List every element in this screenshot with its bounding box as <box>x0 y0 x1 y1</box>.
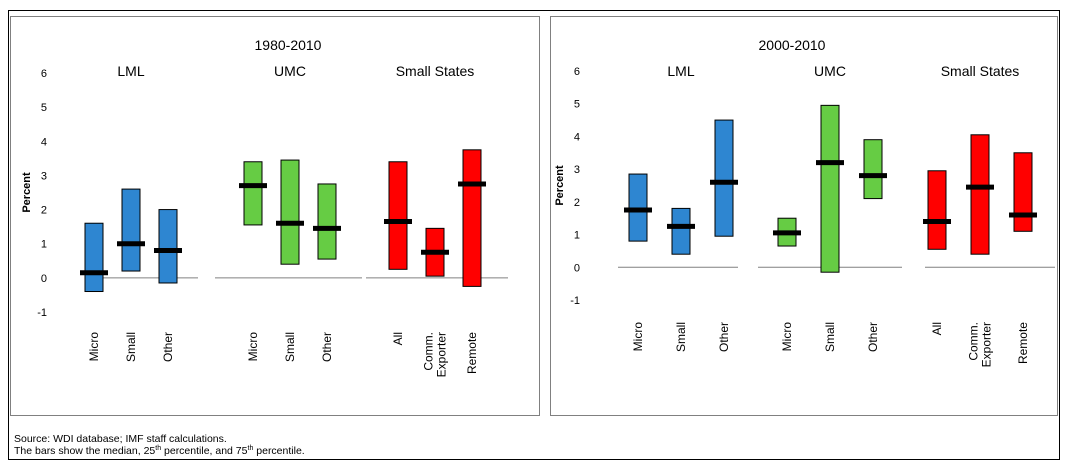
y-tick-label: 2 <box>574 197 580 209</box>
percentile-bar <box>714 119 734 237</box>
y-tick-label: 2 <box>41 205 47 217</box>
y-tick-label: 5 <box>574 99 580 111</box>
x-tick-label: Comm. <box>967 322 981 361</box>
y-axis-label: Percent <box>21 172 33 213</box>
percentile-bar <box>280 159 300 265</box>
group-label: Small States <box>396 63 475 79</box>
percentile-bar <box>671 207 691 255</box>
chart-title: 1980-2010 <box>255 37 322 53</box>
x-tick-label: Micro <box>780 322 794 352</box>
y-tick-label: 1 <box>574 230 580 242</box>
x-tick-label: Exporter <box>435 332 449 377</box>
x-tick-label: Other <box>320 332 334 362</box>
x-tick-label: All <box>391 332 405 345</box>
percentile-bar <box>121 188 141 272</box>
y-tick-label: 0 <box>41 273 47 285</box>
bars-note-prefix: The bars show the median, 25 <box>14 445 156 457</box>
y-tick-label: 1 <box>41 239 47 251</box>
percentile-bar <box>1013 152 1033 232</box>
percentile-bar <box>388 161 408 270</box>
percentile-bar <box>462 149 482 287</box>
x-tick-label: Other <box>161 332 175 362</box>
y-tick-label: -1 <box>570 295 580 307</box>
y-tick-label: 5 <box>41 102 47 114</box>
chart-panel-1980-2010: 1980-2010 -1 0 1 2 3 4 5 6 Percent LML Micro Small Ot… <box>10 16 540 416</box>
y-tick-label: 6 <box>574 66 580 78</box>
x-tick-label: Micro <box>87 332 101 362</box>
percentile-bar <box>863 139 883 200</box>
y-tick-label: 3 <box>574 164 580 176</box>
percentile-bar <box>820 104 840 273</box>
x-tick-label: Comm. <box>422 332 436 371</box>
x-tick-label: Micro <box>246 332 260 362</box>
x-tick-label: Exporter <box>980 322 994 367</box>
percentile-bar <box>158 209 178 284</box>
x-tick-label: Remote <box>1016 322 1030 364</box>
source-note: Source: WDI database; IMF staff calculat… <box>14 433 227 445</box>
x-tick-label: Small <box>674 322 688 352</box>
x-tick-label: Remote <box>465 332 479 374</box>
group-label: UMC <box>274 63 306 79</box>
x-tick-label: Other <box>717 322 731 352</box>
group-label: LML <box>667 63 694 79</box>
x-tick-label: Other <box>866 322 880 352</box>
panel-border <box>10 16 540 416</box>
bars-note-middle: percentile, and 75 <box>161 445 248 457</box>
chart-title: 2000-2010 <box>759 37 826 53</box>
percentile-bar <box>927 170 947 250</box>
y-tick-label: 6 <box>41 68 47 80</box>
group-label: UMC <box>814 63 846 79</box>
bars-note-sup-1: th <box>155 445 162 452</box>
y-tick-label: -1 <box>37 307 47 319</box>
x-tick-label: Small <box>283 332 297 362</box>
group-label: LML <box>117 63 144 79</box>
percentile-bar <box>970 134 990 255</box>
x-tick-label: All <box>930 322 944 335</box>
y-tick-label: 3 <box>41 170 47 182</box>
y-tick-label: 0 <box>574 262 580 274</box>
panel-border <box>550 16 1058 416</box>
x-tick-label: Small <box>823 322 837 352</box>
y-tick-label: 4 <box>574 131 580 143</box>
y-axis-label: Percent <box>554 165 566 206</box>
chart-panel-2000-2010: 2000-2010 -1 0 1 2 3 4 5 6 Percent LML Micro Small Ot… <box>550 16 1058 416</box>
x-tick-label: Micro <box>631 322 645 352</box>
source-text: Source: WDI database; IMF staff calculat… <box>14 433 227 445</box>
x-tick-label: Small <box>124 332 138 362</box>
percentile-bar <box>84 222 104 293</box>
bars-note-suffix: percentile. <box>253 445 305 457</box>
percentile-bar <box>243 161 263 226</box>
bars-note: The bars show the median, 25th percentil… <box>14 445 305 457</box>
percentile-bar <box>317 183 337 260</box>
chart-frame <box>8 10 1060 460</box>
bars-note-sup-2: th <box>247 445 254 452</box>
group-label: Small States <box>941 63 1020 79</box>
y-tick-label: 4 <box>41 136 47 148</box>
